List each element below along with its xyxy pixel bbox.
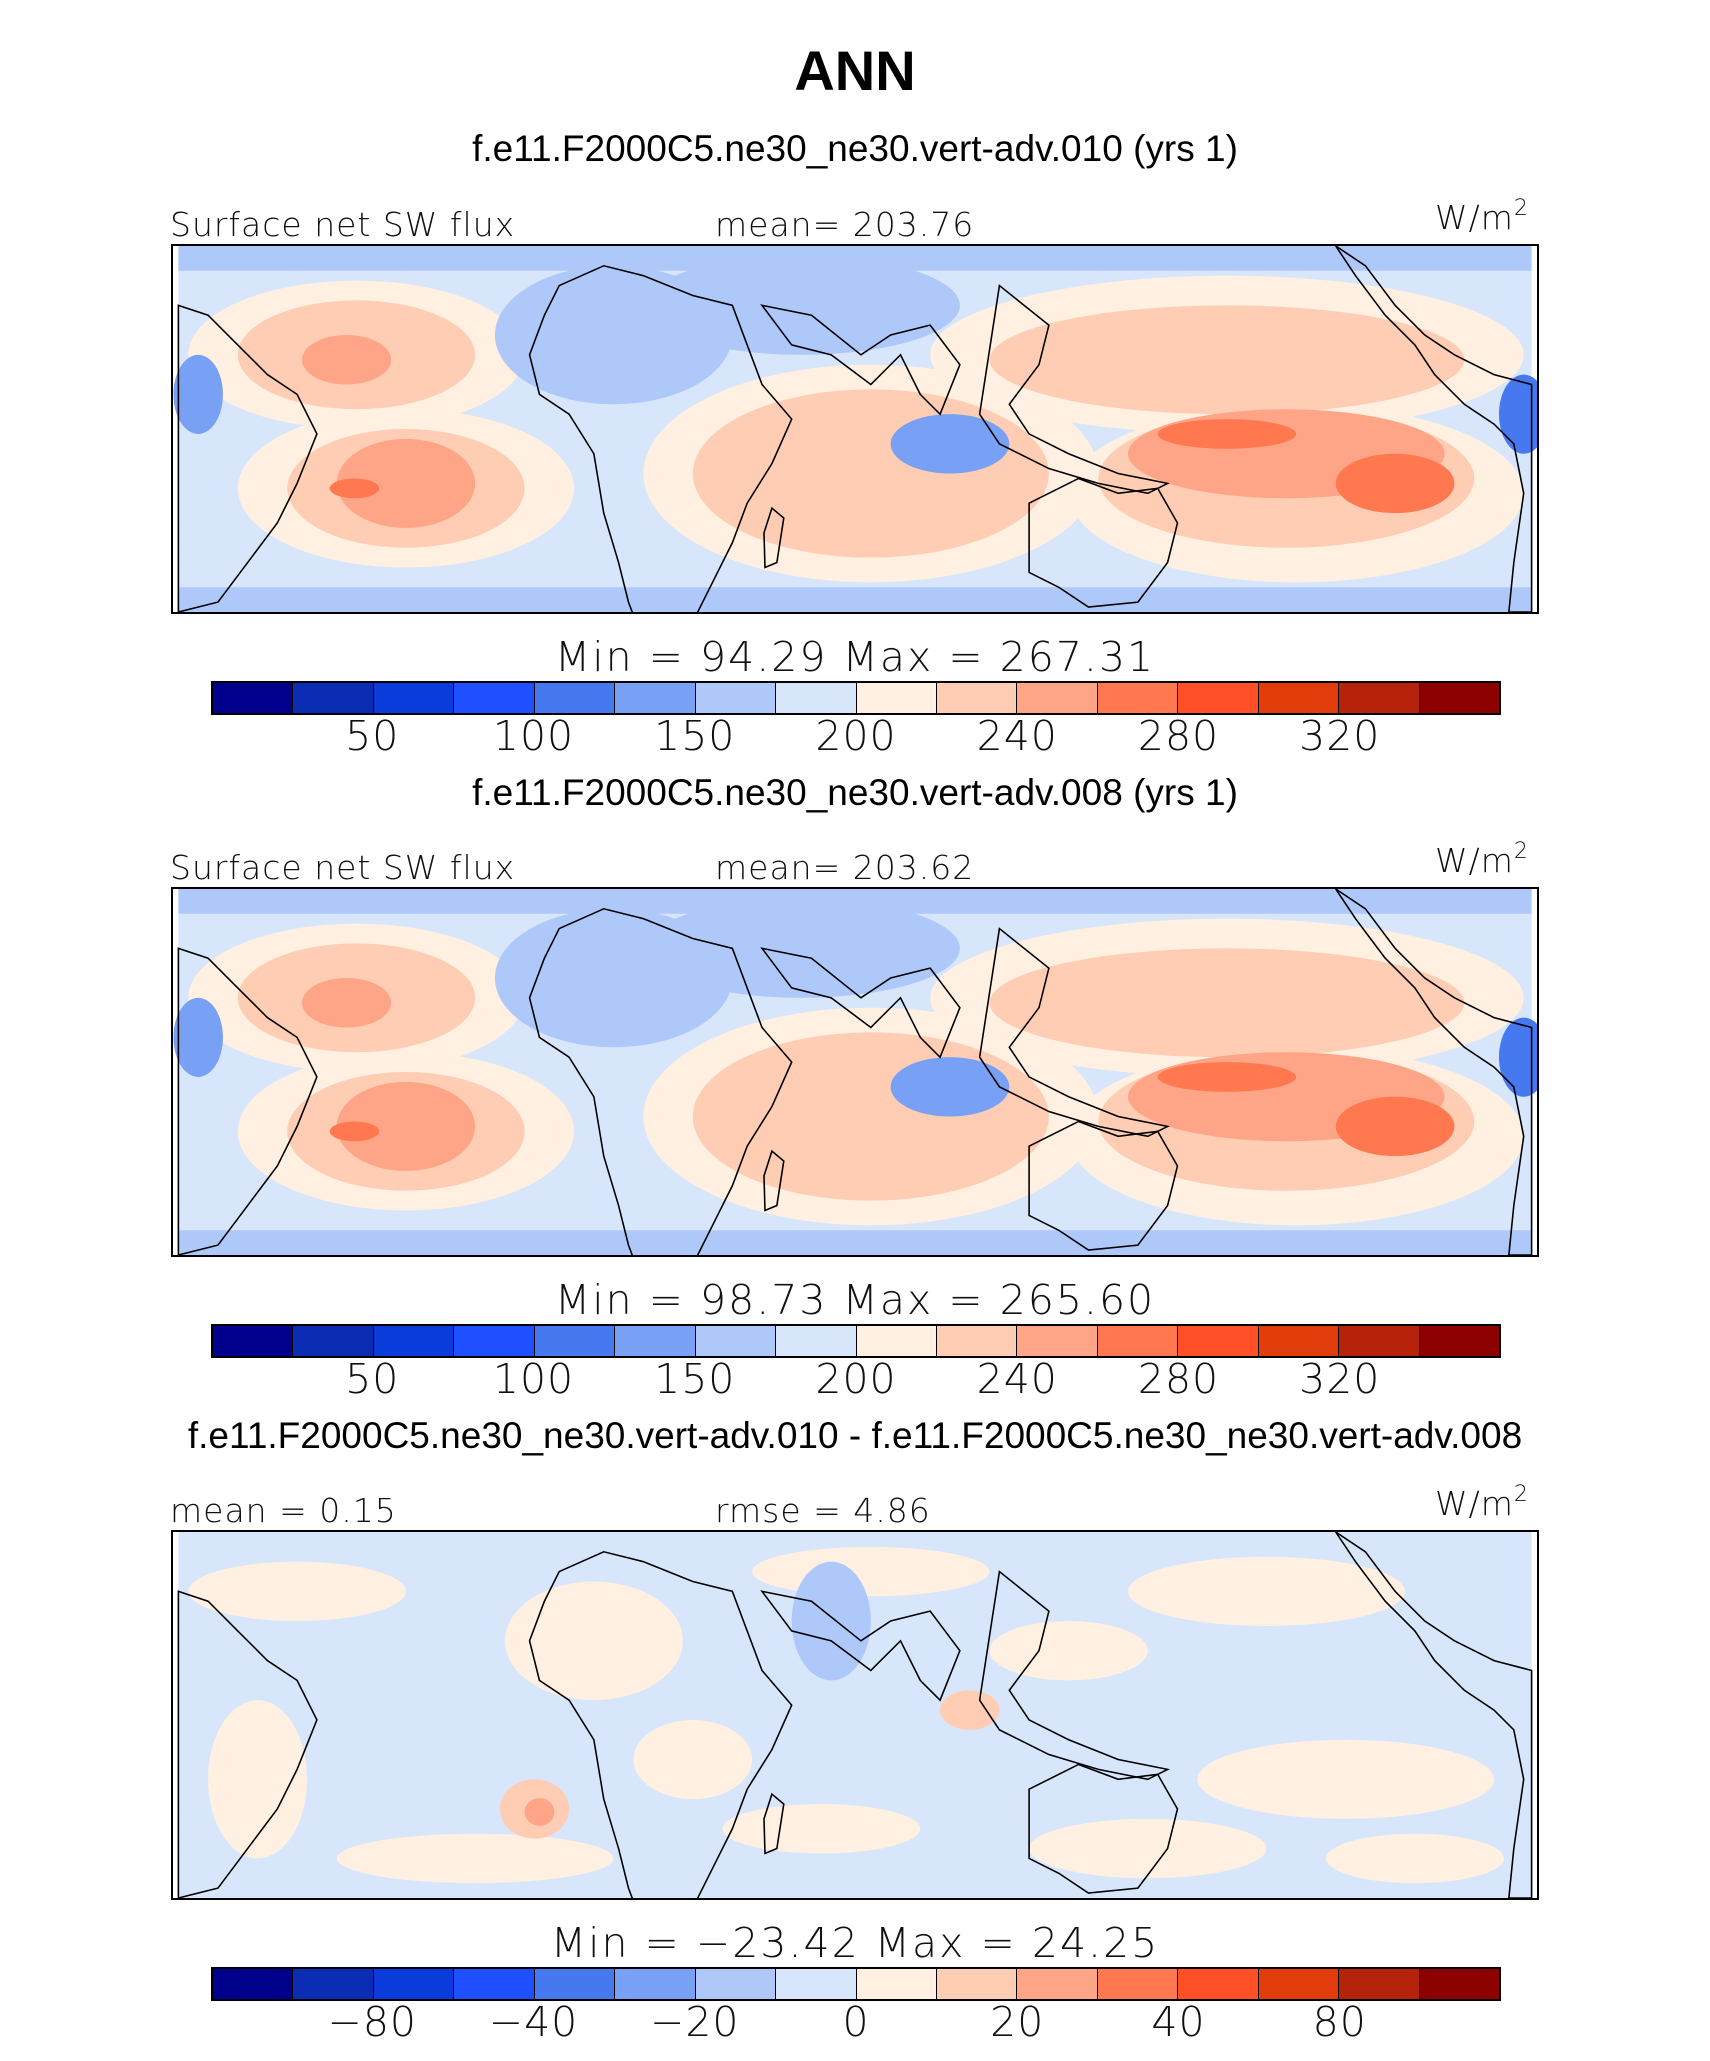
colorbar-tick-label: 320: [1299, 712, 1381, 760]
colorbar-box: [213, 1969, 294, 1999]
map-canvas: [173, 889, 1537, 1255]
colorbar-box: [1097, 1326, 1179, 1356]
colorbar-box: [936, 683, 1018, 713]
colorbar-box: [534, 683, 616, 713]
panel-1-title: f.e11.F2000C5.ne30_ne30.vert-adv.010 (yr…: [472, 128, 1238, 169]
panel-3-title: f.e11.F2000C5.ne30_ne30.vert-adv.010 - f…: [187, 1415, 1523, 1456]
panel-2-variable-label: Surface net SW flux: [170, 848, 516, 887]
colorbar-box: [1097, 683, 1179, 713]
colorbar-box: [1419, 1969, 1499, 1999]
panel-2-units: W/m2: [1435, 839, 1529, 880]
colorbar-tick-label: −20: [649, 1998, 740, 2046]
panel-1-colorbar: [211, 681, 1501, 715]
colorbar-box: [373, 1969, 455, 1999]
panel-3-rmse-label: rmse = 4.86: [715, 1491, 931, 1530]
figure-title: ANN: [794, 39, 916, 102]
map-canvas: [177, 1532, 1533, 1898]
panel-1-minmax: Min = 94.29 Max = 267.31: [554, 633, 1156, 681]
colorbar-box: [695, 1326, 777, 1356]
colorbar-box: [776, 683, 857, 713]
colorbar-box: [373, 1326, 455, 1356]
colorbar-tick-label: 320: [1299, 1355, 1381, 1403]
colorbar-tick-label: 20: [990, 1998, 1045, 2046]
panel-3-minmax: Min = −23.42 Max = 24.25: [550, 1919, 1160, 1967]
colorbar-box: [1419, 1326, 1499, 1356]
colorbar-box: [454, 683, 535, 713]
panel-1-units: W/m2: [1435, 196, 1529, 237]
panel-1-map: [171, 244, 1539, 614]
colorbar-box: [293, 683, 374, 713]
colorbar-tick-label: 100: [492, 1355, 575, 1403]
colorbar-tick-label: 240: [976, 712, 1058, 760]
colorbar-tick-label: 240: [976, 1355, 1058, 1403]
colorbar-box: [293, 1969, 374, 1999]
colorbar-tick-label: 50: [345, 712, 400, 760]
colorbar-box: [1258, 1326, 1340, 1356]
colorbar-box: [213, 683, 294, 713]
colorbar-tick-label: 280: [1137, 1355, 1220, 1403]
colorbar-tick-label: 280: [1137, 712, 1220, 760]
colorbar-box: [454, 1326, 535, 1356]
map-canvas: [173, 246, 1537, 612]
panel-2-title: f.e11.F2000C5.ne30_ne30.vert-adv.008 (yr…: [472, 772, 1238, 813]
colorbar-box: [1017, 683, 1098, 713]
colorbar-box: [534, 1326, 616, 1356]
colorbar-box: [615, 683, 696, 713]
colorbar-tick-label: 200: [815, 712, 897, 760]
colorbar-box: [615, 1969, 696, 1999]
colorbar-box: [695, 683, 777, 713]
panel-1-mean-label: mean= 203.76: [715, 205, 975, 244]
colorbar-box: [454, 1969, 535, 1999]
colorbar-box: [1178, 1326, 1259, 1356]
colorbar-tick-label: 40: [1151, 1998, 1206, 2046]
colorbar-box: [1097, 1969, 1179, 1999]
colorbar-box: [936, 1326, 1018, 1356]
colorbar-box: [213, 1326, 294, 1356]
panel-2-colorbar-ticks: 50 100 150 200 240 280 320: [211, 1355, 1501, 1405]
panel-2-colorbar: [211, 1324, 1501, 1358]
panel-1-colorbar-ticks: 50 100 150 200 240 280 320: [211, 712, 1501, 762]
panel-3-colorbar: [211, 1967, 1501, 2001]
colorbar-tick-label: −40: [488, 1998, 579, 2046]
colorbar-box: [1178, 1969, 1259, 1999]
colorbar-box: [776, 1326, 857, 1356]
colorbar-box: [1339, 683, 1420, 713]
colorbar-tick-label: 80: [1312, 1998, 1367, 2046]
colorbar-tick-label: 150: [654, 1355, 736, 1403]
panel-3-mean-label: mean = 0.15: [170, 1491, 397, 1530]
colorbar-box: [695, 1969, 777, 1999]
colorbar-tick-label: 100: [492, 712, 575, 760]
panel-2-mean-label: mean= 203.62: [715, 848, 975, 887]
colorbar-box: [1258, 683, 1340, 713]
colorbar-box: [1339, 1326, 1420, 1356]
colorbar-box: [856, 1326, 937, 1356]
panel-3-colorbar-ticks: −80 −40 −20 0 20 40 80: [211, 1998, 1501, 2048]
colorbar-box: [856, 1969, 937, 1999]
colorbar-box: [776, 1969, 857, 1999]
colorbar-tick-label: 50: [345, 1355, 400, 1403]
colorbar-box: [1017, 1326, 1098, 1356]
colorbar-box: [1419, 683, 1499, 713]
colorbar-box: [1258, 1969, 1340, 1999]
colorbar-box: [1339, 1969, 1420, 1999]
panel-2-minmax: Min = 98.73 Max = 265.60: [554, 1276, 1156, 1324]
panel-3-map: [171, 1530, 1539, 1900]
colorbar-tick-label: 200: [815, 1355, 897, 1403]
colorbar-tick-label: 0: [842, 1998, 870, 2046]
colorbar-box: [1017, 1969, 1098, 1999]
colorbar-box: [856, 683, 937, 713]
colorbar-box: [293, 1326, 374, 1356]
panel-3-units: W/m2: [1435, 1482, 1529, 1523]
colorbar-box: [1178, 683, 1259, 713]
colorbar-box: [936, 1969, 1018, 1999]
colorbar-tick-label: 150: [654, 712, 736, 760]
panel-2-map: [171, 887, 1539, 1257]
panel-1-variable-label: Surface net SW flux: [170, 205, 516, 244]
colorbar-box: [615, 1326, 696, 1356]
colorbar-tick-label: −80: [327, 1998, 418, 2046]
colorbar-box: [373, 683, 455, 713]
colorbar-box: [534, 1969, 616, 1999]
